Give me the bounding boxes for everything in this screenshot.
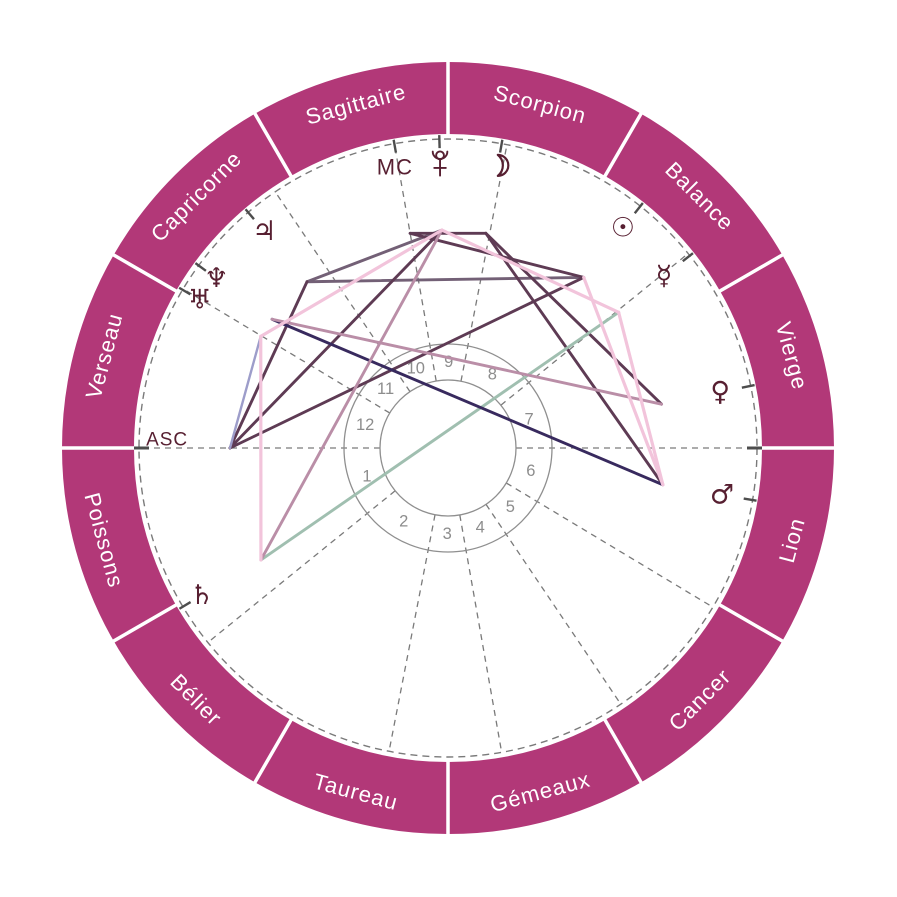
aspect-soleil-mars [582, 275, 665, 487]
zodiac-ring: ViergeBalanceScorpionSagittaireCapricorn… [61, 61, 835, 835]
house-cusp-4 [459, 514, 503, 753]
planet-glyphs: ☉ ☿ ♀ ♂ ♃ ♄ ♅♆ [188, 150, 734, 611]
planet-tick [633, 202, 644, 214]
planet-venus-icon: ♀ [710, 377, 730, 408]
house-cusp-3 [388, 514, 436, 752]
zodiac-sector-divider [718, 602, 785, 644]
pluto-crescent [431, 150, 449, 160]
aspect-soleil-ASC [228, 275, 586, 450]
aspect-venus-neptune [270, 317, 663, 406]
house-number-7: 7 [524, 410, 533, 428]
zodiac-sector-divider [602, 111, 644, 178]
aspect-pluton-ASC [228, 228, 444, 450]
aspect-jupiter-ASC [228, 280, 309, 450]
zodiac-sector-divider [252, 111, 294, 178]
house-number-8: 8 [488, 365, 497, 383]
planet-uranus-icon: ♅ [188, 285, 212, 316]
zodiac-sector-divider [111, 602, 178, 644]
aspect-uranus-ASC [228, 335, 262, 450]
planet-tick [244, 208, 255, 220]
house-number-2: 2 [399, 513, 408, 531]
zodiac-sector-divider [111, 252, 178, 294]
house-number-10: 10 [407, 359, 425, 377]
house-cusp-5 [485, 504, 622, 705]
house-cusp-10 [393, 143, 437, 382]
planet-lune-icon [496, 153, 510, 177]
house-number-9: 9 [444, 353, 453, 371]
planet-jupiter-icon: ♃ [252, 216, 276, 247]
house-number-6: 6 [526, 462, 535, 480]
aspect-lines [228, 228, 665, 562]
house-cusp-2 [207, 490, 396, 643]
planet-soleil-icon: ☉ [611, 213, 635, 244]
aspect-pluton-saturne [259, 228, 444, 562]
planet-tick [178, 286, 191, 296]
house-number-11: 11 [377, 380, 394, 398]
axis-labels: ASC MC [146, 154, 413, 451]
house-cusp-11 [274, 191, 411, 392]
planet-tick [743, 497, 757, 502]
aspect-lune-mars [484, 231, 665, 487]
pluto-cross [433, 157, 447, 177]
house-cusp-6 [505, 482, 714, 608]
planet-mercure-icon: ☿ [656, 261, 673, 292]
aspect-mercure-mars [617, 310, 665, 487]
planet-tick [498, 139, 504, 153]
house-number-12: 12 [356, 416, 374, 434]
aspect-mars-neptune [270, 317, 665, 487]
planet-mars-icon: ♂ [710, 479, 734, 510]
planet-tick [178, 601, 192, 610]
planet-tick [741, 383, 755, 389]
planet-tick [194, 262, 207, 272]
planet-tick [682, 252, 694, 263]
house-number-5: 5 [506, 498, 515, 516]
house-cusp-9 [460, 144, 508, 382]
house-cusp-12 [182, 288, 391, 414]
aspect-lune-venus [484, 231, 663, 406]
house-number-3: 3 [443, 525, 452, 543]
zodiac-sector-divider [602, 718, 644, 785]
aspect-pluton-mercure [440, 228, 621, 314]
house-number-1: 1 [362, 468, 371, 486]
axis-label-mc: MC [377, 154, 413, 179]
house-number-4: 4 [476, 519, 485, 537]
planet-neptune-icon: ♆ [204, 263, 228, 294]
planet-pluton-icon [431, 150, 449, 177]
aspect-pluton-uranus [259, 228, 444, 338]
planet-saturne-icon: ♄ [190, 580, 214, 611]
planet-tick [392, 139, 398, 153]
aspect-mercure-saturne [259, 310, 621, 562]
zodiac-sector-divider [252, 718, 294, 785]
aspect-pluton-jupiter [305, 228, 444, 284]
axis-label-asc: ASC [146, 430, 188, 451]
house-inner-circle [379, 379, 517, 517]
house-cusp-8 [500, 253, 689, 406]
zodiac-sector-divider [718, 252, 785, 294]
planet-ticks [134, 135, 762, 610]
